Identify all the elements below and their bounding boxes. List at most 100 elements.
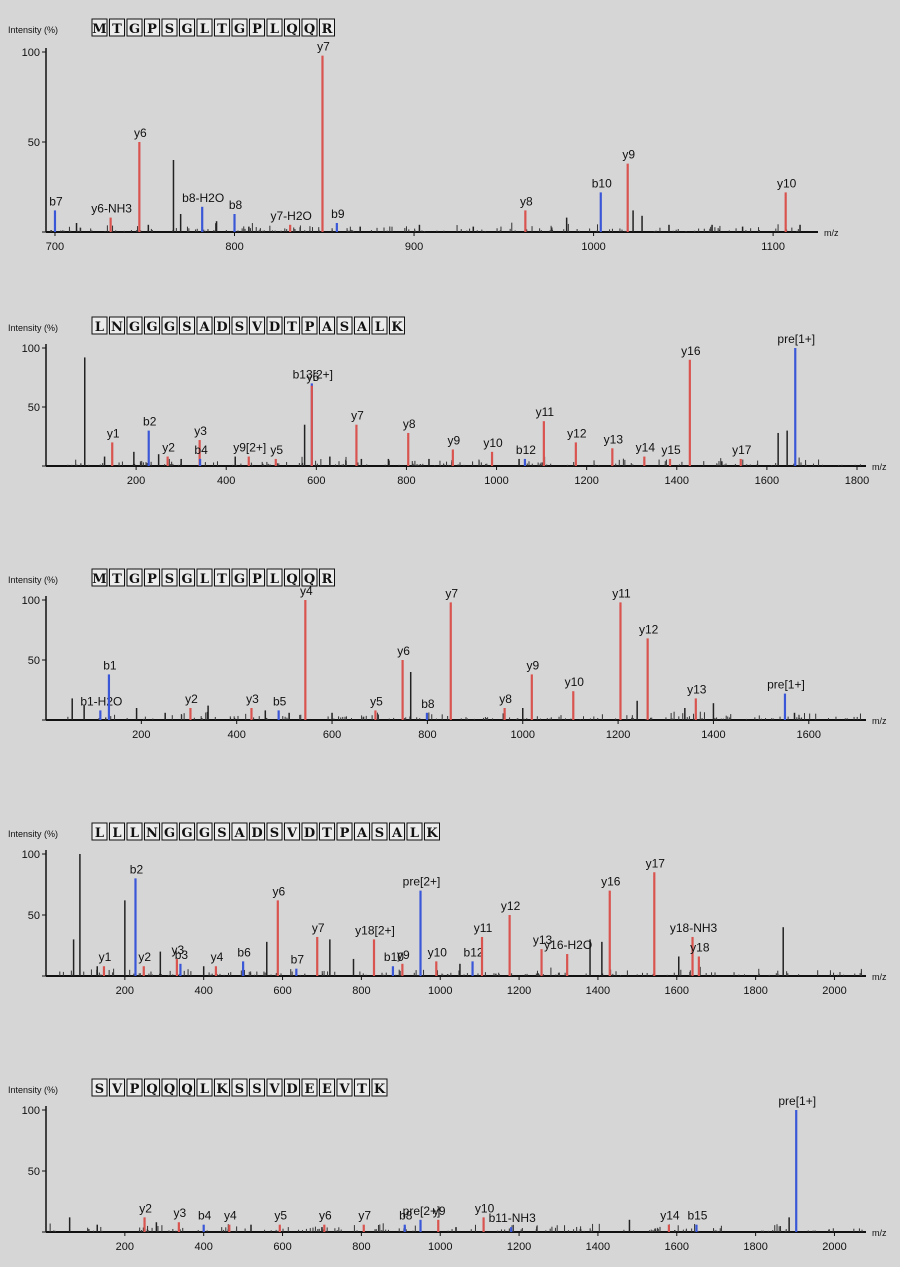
peak-label: y9 (433, 1204, 446, 1218)
sequence-residue: L (95, 826, 104, 841)
sequence-box (231, 18, 248, 37)
x-tick-label: 400 (195, 1241, 213, 1253)
x-tick-label: 800 (397, 475, 415, 487)
x-tick-label: 1000 (428, 985, 452, 997)
x-tick-label: 2000 (822, 985, 846, 997)
sequence-box (91, 316, 108, 335)
sequence-residue: T (357, 1082, 367, 1097)
sequence-box (126, 568, 143, 587)
sequence-residue: S (270, 826, 279, 841)
peak-label: y6 (134, 126, 147, 140)
peak-label: y18-NH3 (670, 921, 718, 935)
peak-label: y8 (520, 194, 533, 208)
sequence-residue: S (235, 1082, 244, 1097)
sequence-residue: G (164, 826, 175, 841)
sequence-residue: P (252, 572, 262, 587)
sequence-box (144, 18, 160, 37)
sequence-residue: G (234, 572, 245, 587)
sequence-residue: L (112, 826, 121, 841)
sequence-residue: L (130, 826, 139, 841)
sequence-residue: D (251, 826, 262, 841)
peak-label: b2 (143, 415, 157, 429)
sequence-residue: V (338, 1082, 350, 1097)
sequence-residue: Q (286, 22, 297, 37)
sequence-box (196, 568, 213, 587)
sequence-box (354, 822, 370, 841)
sequence-box (319, 316, 335, 335)
x-tick-label: 1800 (743, 1241, 767, 1253)
peak-label: b4 (198, 1209, 212, 1223)
peak-label: y14 (636, 441, 656, 455)
peak-label: y9 (448, 433, 461, 447)
sequence-box (144, 316, 160, 335)
x-axis-label: m/z (872, 972, 887, 982)
peak-label: y6 (272, 884, 285, 898)
peak-label: y7 (317, 40, 330, 54)
x-tick-label: 600 (273, 1241, 291, 1253)
peak-label: y10 (777, 176, 797, 190)
sequence-box (91, 18, 108, 37)
sequence-box (231, 316, 248, 335)
x-tick-label: 800 (352, 985, 370, 997)
y-axis-label: Intensity (%) (8, 575, 58, 585)
sequence-residue: A (198, 320, 210, 335)
sequence-box (126, 18, 143, 37)
sequence-box (284, 1078, 300, 1097)
x-axis-label: m/z (872, 1228, 887, 1238)
sequence-box (249, 18, 265, 37)
sequence-box (214, 18, 230, 37)
sequence-residue: S (340, 320, 349, 335)
peak-label: y1 (107, 426, 120, 440)
peak-label: y3 (246, 692, 259, 706)
x-tick-label: 800 (352, 1241, 370, 1253)
sequence-box (249, 822, 265, 841)
sequence-box (249, 1078, 265, 1097)
sequence-box (389, 822, 405, 841)
peak-label: b1-H2O (80, 694, 122, 708)
sequence-residue: R (322, 22, 333, 37)
x-tick-label: 800 (225, 241, 243, 253)
sequence-residue: K (426, 826, 438, 841)
sequence-residue: P (147, 22, 157, 37)
sequence-box (196, 18, 213, 37)
sequence-residue: K (391, 320, 403, 335)
x-tick-label: 1000 (581, 241, 605, 253)
sequence-residue: T (217, 572, 227, 587)
sequence-box (301, 568, 318, 587)
sequence-box (126, 1078, 143, 1097)
y-axis-label: Intensity (%) (8, 1085, 58, 1095)
peak-label: b8 (399, 1209, 413, 1223)
spectrum-panel-4: Intensity (%) L L L N G G G S A D S V D T P A S A L K5010020… (8, 822, 887, 997)
peak-label: b8 (229, 198, 243, 212)
peak-label: y13 (604, 432, 624, 446)
y-axis-label: Intensity (%) (8, 829, 58, 839)
peak-label: y7 (358, 1209, 371, 1223)
sequence-residue: T (217, 22, 227, 37)
x-tick-label: 1100 (761, 241, 785, 253)
sequence-box (354, 316, 370, 335)
x-tick-label: 1200 (606, 729, 630, 741)
sequence-residue: G (129, 22, 140, 37)
sequence-residue: L (200, 572, 209, 587)
sequence-box (196, 316, 213, 335)
sequence-residue: G (164, 320, 175, 335)
sequence-box (336, 316, 353, 335)
peak-label: b7 (49, 194, 63, 208)
x-tick-label: 600 (273, 985, 291, 997)
x-tick-label: 1200 (507, 985, 531, 997)
y-tick-label: 100 (22, 47, 40, 59)
peak-label: y4 (211, 950, 224, 964)
sequence-box (336, 1078, 353, 1097)
peak-label: y5 (274, 1209, 287, 1223)
x-tick-label: 1600 (797, 729, 821, 741)
sequence-residue: M (92, 22, 106, 37)
sequence-residue: D (304, 826, 315, 841)
peak-label: y9 (397, 948, 410, 962)
sequence-box (161, 568, 178, 587)
peak-label: b12 (516, 443, 536, 457)
sequence-residue: L (410, 826, 419, 841)
sequence-residue: G (181, 572, 192, 587)
peak-label: y2 (185, 692, 198, 706)
